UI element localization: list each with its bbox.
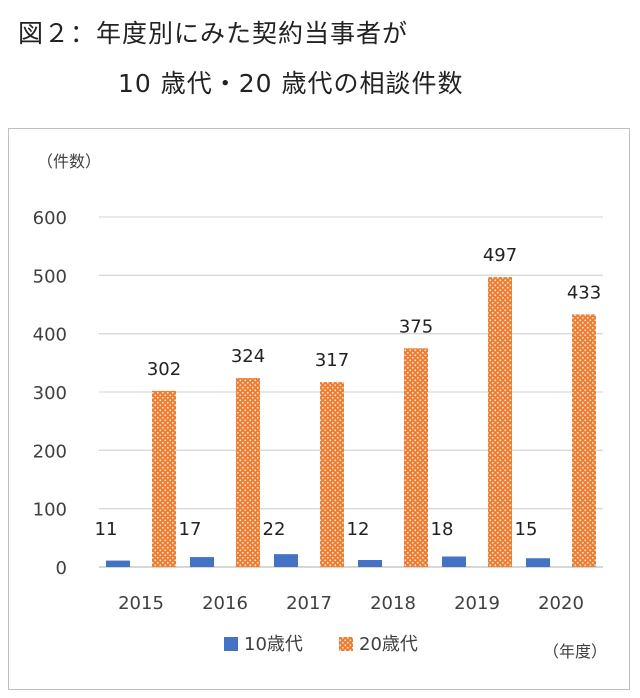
x-tick-label: 2017 <box>286 593 332 614</box>
x-tick-label: 2016 <box>202 593 248 614</box>
x-tick-label: 2020 <box>538 593 584 614</box>
bar-twenties-2018 <box>404 348 428 567</box>
data-label: 11 <box>95 519 118 540</box>
y-tick-label: 200 <box>33 441 67 462</box>
bar-teens-2015 <box>106 560 130 567</box>
y-tick-label: 300 <box>33 383 67 404</box>
legend-swatch <box>339 637 353 651</box>
bar-teens-2018 <box>358 560 382 567</box>
figure-title-line1: 図２：年度別にみた契約当事者が <box>18 19 409 48</box>
figure-title: 図２：年度別にみた契約当事者が 10 歳代・20 歳代の相談件数 <box>0 0 640 120</box>
grid-layer <box>99 216 603 568</box>
legend-label: 20歳代 <box>359 634 418 655</box>
y-axis-ticks: 0 100 200 300 400 500 600 <box>33 208 67 579</box>
bars-layer <box>106 277 596 567</box>
y-tick-label: 400 <box>33 325 67 346</box>
bar-teens-2016 <box>190 557 214 567</box>
data-label: 22 <box>263 519 286 540</box>
data-label: 497 <box>483 245 517 266</box>
y-tick-label: 500 <box>33 266 67 287</box>
data-label: 12 <box>347 519 370 540</box>
data-label: 302 <box>147 359 181 380</box>
bar-chart: 0 100 200 300 400 500 600 11 302 17 324 22 317 12 375… <box>33 152 607 661</box>
bar-twenties-2020 <box>572 314 596 567</box>
y-tick-label: 0 <box>56 558 67 579</box>
data-label: 18 <box>431 519 454 540</box>
figure-title-line2: 10 歳代・20 歳代の相談件数 <box>118 69 464 98</box>
x-tick-label: 2018 <box>370 593 416 614</box>
bar-twenties-2016 <box>236 378 260 567</box>
bar-teens-2019 <box>442 556 466 567</box>
x-tick-label: 2019 <box>454 593 500 614</box>
data-label: 17 <box>179 519 202 540</box>
data-label: 324 <box>231 346 265 367</box>
legend: 10歳代 20歳代 <box>224 634 418 655</box>
x-axis-label: （年度） <box>543 642 607 661</box>
data-label: 433 <box>567 282 601 303</box>
data-label: 317 <box>315 350 349 371</box>
x-axis-ticks: 2015 2016 2017 2018 2019 2020 <box>118 593 584 614</box>
y-tick-label: 600 <box>33 208 67 229</box>
data-labels-layer: 11 302 17 324 22 317 12 375 18 497 15 433 <box>95 245 602 540</box>
x-tick-label: 2015 <box>118 593 164 614</box>
bar-twenties-2017 <box>320 382 344 567</box>
bar-twenties-2019 <box>488 277 512 567</box>
y-axis-label: （件数） <box>37 152 101 171</box>
y-tick-label: 100 <box>33 500 67 521</box>
legend-label: 10歳代 <box>244 634 303 655</box>
bar-teens-2020 <box>526 558 550 567</box>
bar-twenties-2015 <box>152 390 176 567</box>
data-label: 375 <box>399 316 433 337</box>
chart-frame: 0 100 200 300 400 500 600 11 302 17 324 22 317 12 375… <box>8 128 630 690</box>
data-label: 15 <box>515 519 538 540</box>
legend-swatch <box>224 637 238 651</box>
bar-teens-2017 <box>274 554 298 567</box>
